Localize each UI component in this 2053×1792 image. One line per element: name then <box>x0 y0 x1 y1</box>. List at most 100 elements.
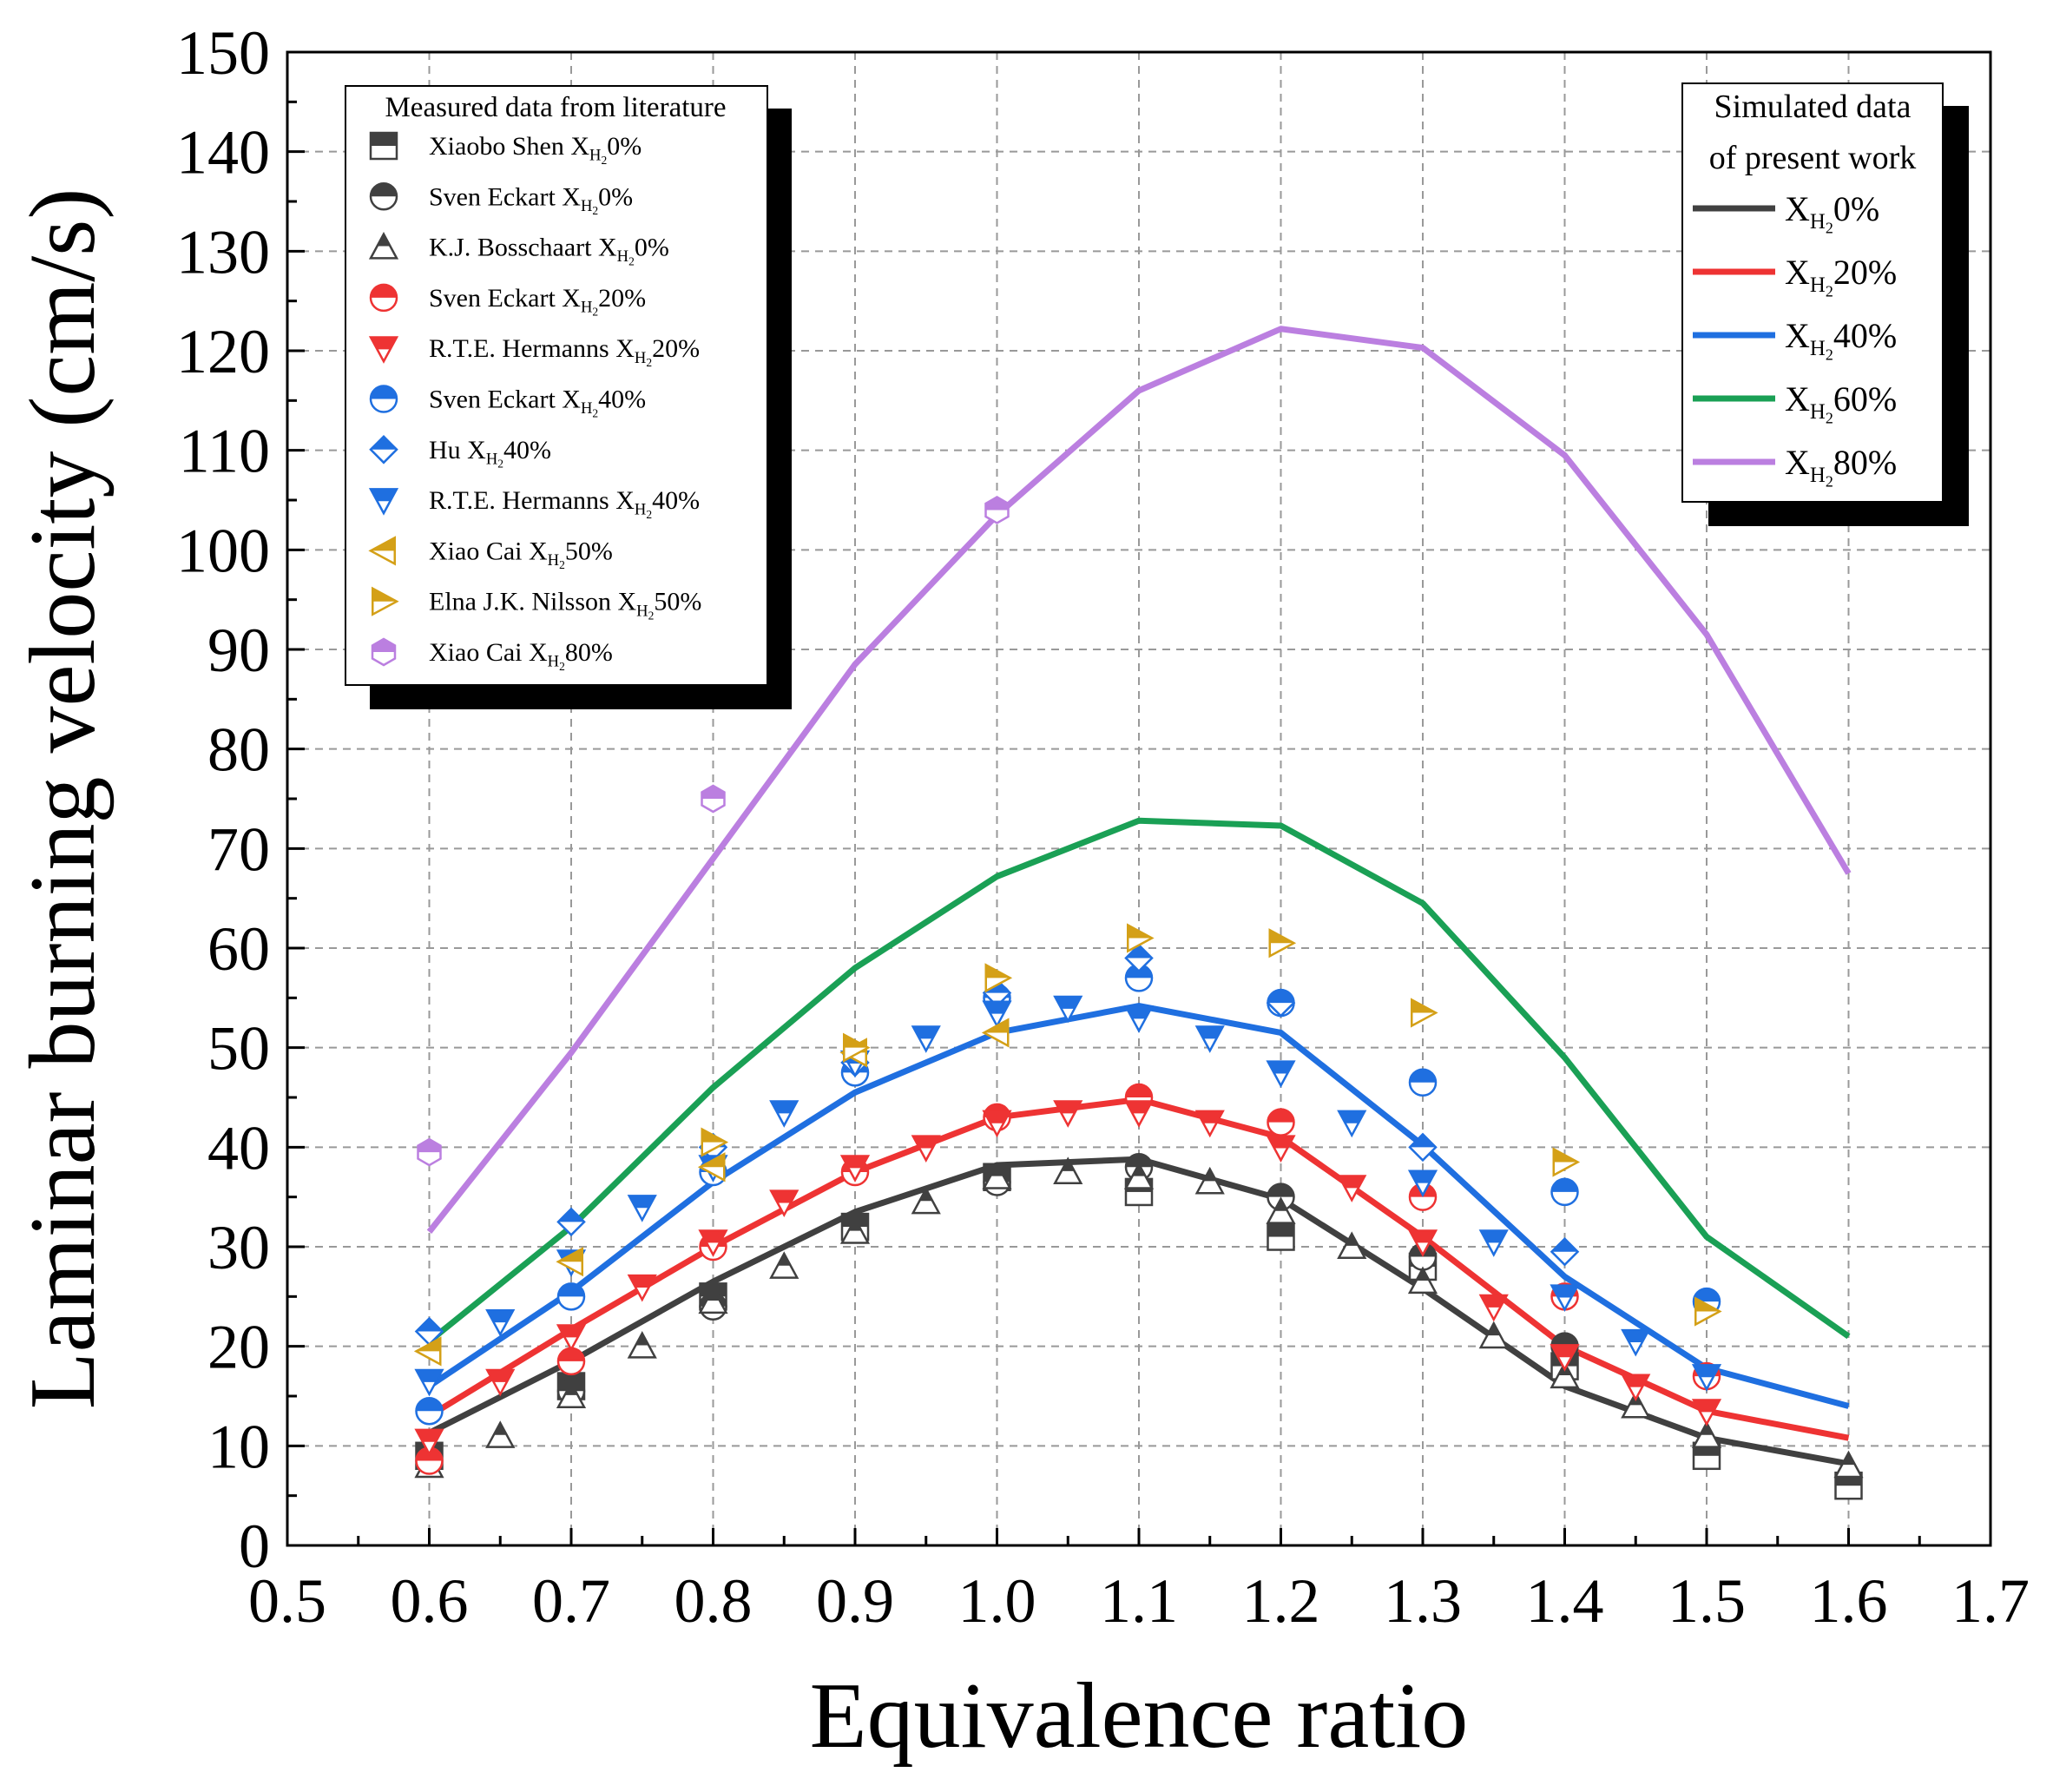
measured-point-4 <box>485 1368 516 1397</box>
measured-point-2 <box>1691 1420 1722 1448</box>
y-tick-label: 0 <box>239 1512 270 1581</box>
measured-point-7 <box>1621 1328 1651 1357</box>
measured-point-4 <box>698 1229 728 1257</box>
measured-point-2 <box>911 1186 941 1215</box>
measured-point-6 <box>1124 943 1154 973</box>
measured-point-2 <box>1194 1166 1225 1195</box>
y-tick-label: 50 <box>207 1014 270 1084</box>
measured-point-8 <box>413 1336 442 1367</box>
measured-legend-label-6: Hu XH240% <box>429 436 551 471</box>
y-tick-label: 20 <box>207 1313 270 1382</box>
y-tick-label: 80 <box>207 715 270 785</box>
measured-legend-title: Measured data from literature <box>385 92 726 123</box>
x-tick-label: 0.6 <box>391 1566 469 1636</box>
measured-point-2 <box>1407 1266 1438 1295</box>
measured-point-3 <box>1267 1108 1295 1136</box>
measured-legend-marker-6 <box>369 435 398 464</box>
measured-point-4 <box>414 1428 444 1457</box>
measured-point-7 <box>1550 1284 1580 1312</box>
y-tick-label: 40 <box>207 1113 270 1183</box>
measured-point-6 <box>1266 988 1296 1018</box>
simulated-legend-label-1: XH220% <box>1785 253 1897 300</box>
measured-legend-marker-8 <box>368 536 396 566</box>
measured-legend-box <box>345 85 768 686</box>
measured-point-3 <box>556 1347 586 1376</box>
y-tick-label: 150 <box>176 18 270 88</box>
measured-point-2 <box>556 1380 587 1408</box>
measured-point-7 <box>1407 1169 1438 1198</box>
measured-point-4 <box>1478 1294 1509 1322</box>
measured-point-10 <box>701 784 726 814</box>
measured-point-8 <box>697 1152 726 1183</box>
measured-legend-marker-10 <box>371 637 397 667</box>
measured-legend-label-3: Sven Eckart XH220% <box>429 284 646 319</box>
measured-point-4 <box>1053 1100 1083 1128</box>
measured-point-2 <box>1123 1162 1155 1189</box>
measured-legend-label-0: Xiaobo Shen XH20% <box>429 132 642 167</box>
x-tick-label: 1.7 <box>1951 1566 2030 1636</box>
x-tick-label: 0.9 <box>816 1566 894 1636</box>
measured-point-4 <box>1550 1344 1580 1372</box>
measured-legend-label-2: K.J. Bosschaart XH20% <box>429 234 669 268</box>
measured-legend-marker-5 <box>369 385 398 413</box>
measured-point-9 <box>843 1032 871 1063</box>
measured-point-7 <box>1194 1025 1225 1053</box>
measured-point-5 <box>415 1396 444 1426</box>
measured-point-7 <box>1478 1229 1509 1257</box>
measured-point-2 <box>627 1331 657 1359</box>
measured-legend-marker-4 <box>368 336 399 364</box>
measured-legend-marker-9 <box>372 586 399 616</box>
measured-point-5 <box>1408 1068 1438 1097</box>
measured-legend-marker-7 <box>368 488 399 516</box>
x-tick-label: 0.7 <box>532 1566 610 1636</box>
y-tick-label: 60 <box>207 914 270 984</box>
measured-point-9 <box>1552 1147 1581 1177</box>
measured-point-7 <box>1123 1005 1155 1033</box>
measured-point-8 <box>556 1247 583 1277</box>
simulated-legend-label-2: XH240% <box>1785 316 1897 363</box>
measured-point-4 <box>1407 1229 1438 1257</box>
measured-point-2 <box>1833 1450 1864 1479</box>
measured-point-9 <box>1127 923 1155 953</box>
measured-legend-label-9: Elna J.K. Nilsson XH250% <box>429 588 701 623</box>
simulated-legend-items: XH20% XH220% XH240% XH260% XH280% <box>1693 189 1897 490</box>
measured-point-4 <box>627 1274 657 1302</box>
measured-point-6 <box>556 1207 586 1237</box>
y-tick-label: 30 <box>207 1213 270 1282</box>
x-tick-label: 1.1 <box>1100 1566 1178 1636</box>
x-axis-label: Equivalence ratio <box>810 1664 1469 1768</box>
measured-legend-marker-3 <box>369 283 398 313</box>
measured-legend-marker-2 <box>368 231 399 260</box>
measured-point-9 <box>1411 998 1438 1028</box>
measured-point-7 <box>982 1000 1012 1029</box>
x-tick-label: 0.5 <box>248 1566 326 1636</box>
measured-point-8 <box>981 1018 1010 1048</box>
measured-point-4 <box>1621 1374 1651 1402</box>
measured-point-7 <box>414 1368 444 1397</box>
measured-point-2 <box>1266 1196 1296 1224</box>
measured-point-4 <box>1266 1135 1296 1163</box>
measured-point-2 <box>982 1162 1012 1189</box>
simulated-legend: Simulated data of present work XH20% XH22… <box>1681 82 1969 526</box>
measured-point-5 <box>556 1282 586 1311</box>
measured-point-7 <box>769 1100 799 1128</box>
x-tick-label: 0.8 <box>674 1566 753 1636</box>
measured-point-9 <box>701 1127 729 1157</box>
measured-point-4 <box>556 1324 587 1352</box>
measured-legend-label-1: Sven Eckart XH20% <box>429 182 633 217</box>
measured-point-7 <box>627 1195 657 1222</box>
measured-point-7 <box>1691 1364 1722 1392</box>
y-tick-label: 120 <box>176 317 270 386</box>
x-tick-label: 1.0 <box>958 1566 1036 1636</box>
x-tick-label: 1.2 <box>1242 1566 1320 1636</box>
measured-point-7 <box>1337 1110 1367 1138</box>
measured-legend-label-7: R.T.E. Hermanns XH240% <box>429 486 700 521</box>
measured-legend-label-10: Xiao Cai XH280% <box>429 638 613 673</box>
measured-legend-marker-1 <box>369 182 398 211</box>
y-tick-label: 70 <box>207 814 270 884</box>
simulated-legend-box <box>1681 82 1944 503</box>
measured-series-layer <box>413 496 1864 1500</box>
y-tick-label: 130 <box>176 217 270 287</box>
measured-point-2 <box>485 1420 516 1448</box>
measured-point-2 <box>1337 1231 1367 1259</box>
